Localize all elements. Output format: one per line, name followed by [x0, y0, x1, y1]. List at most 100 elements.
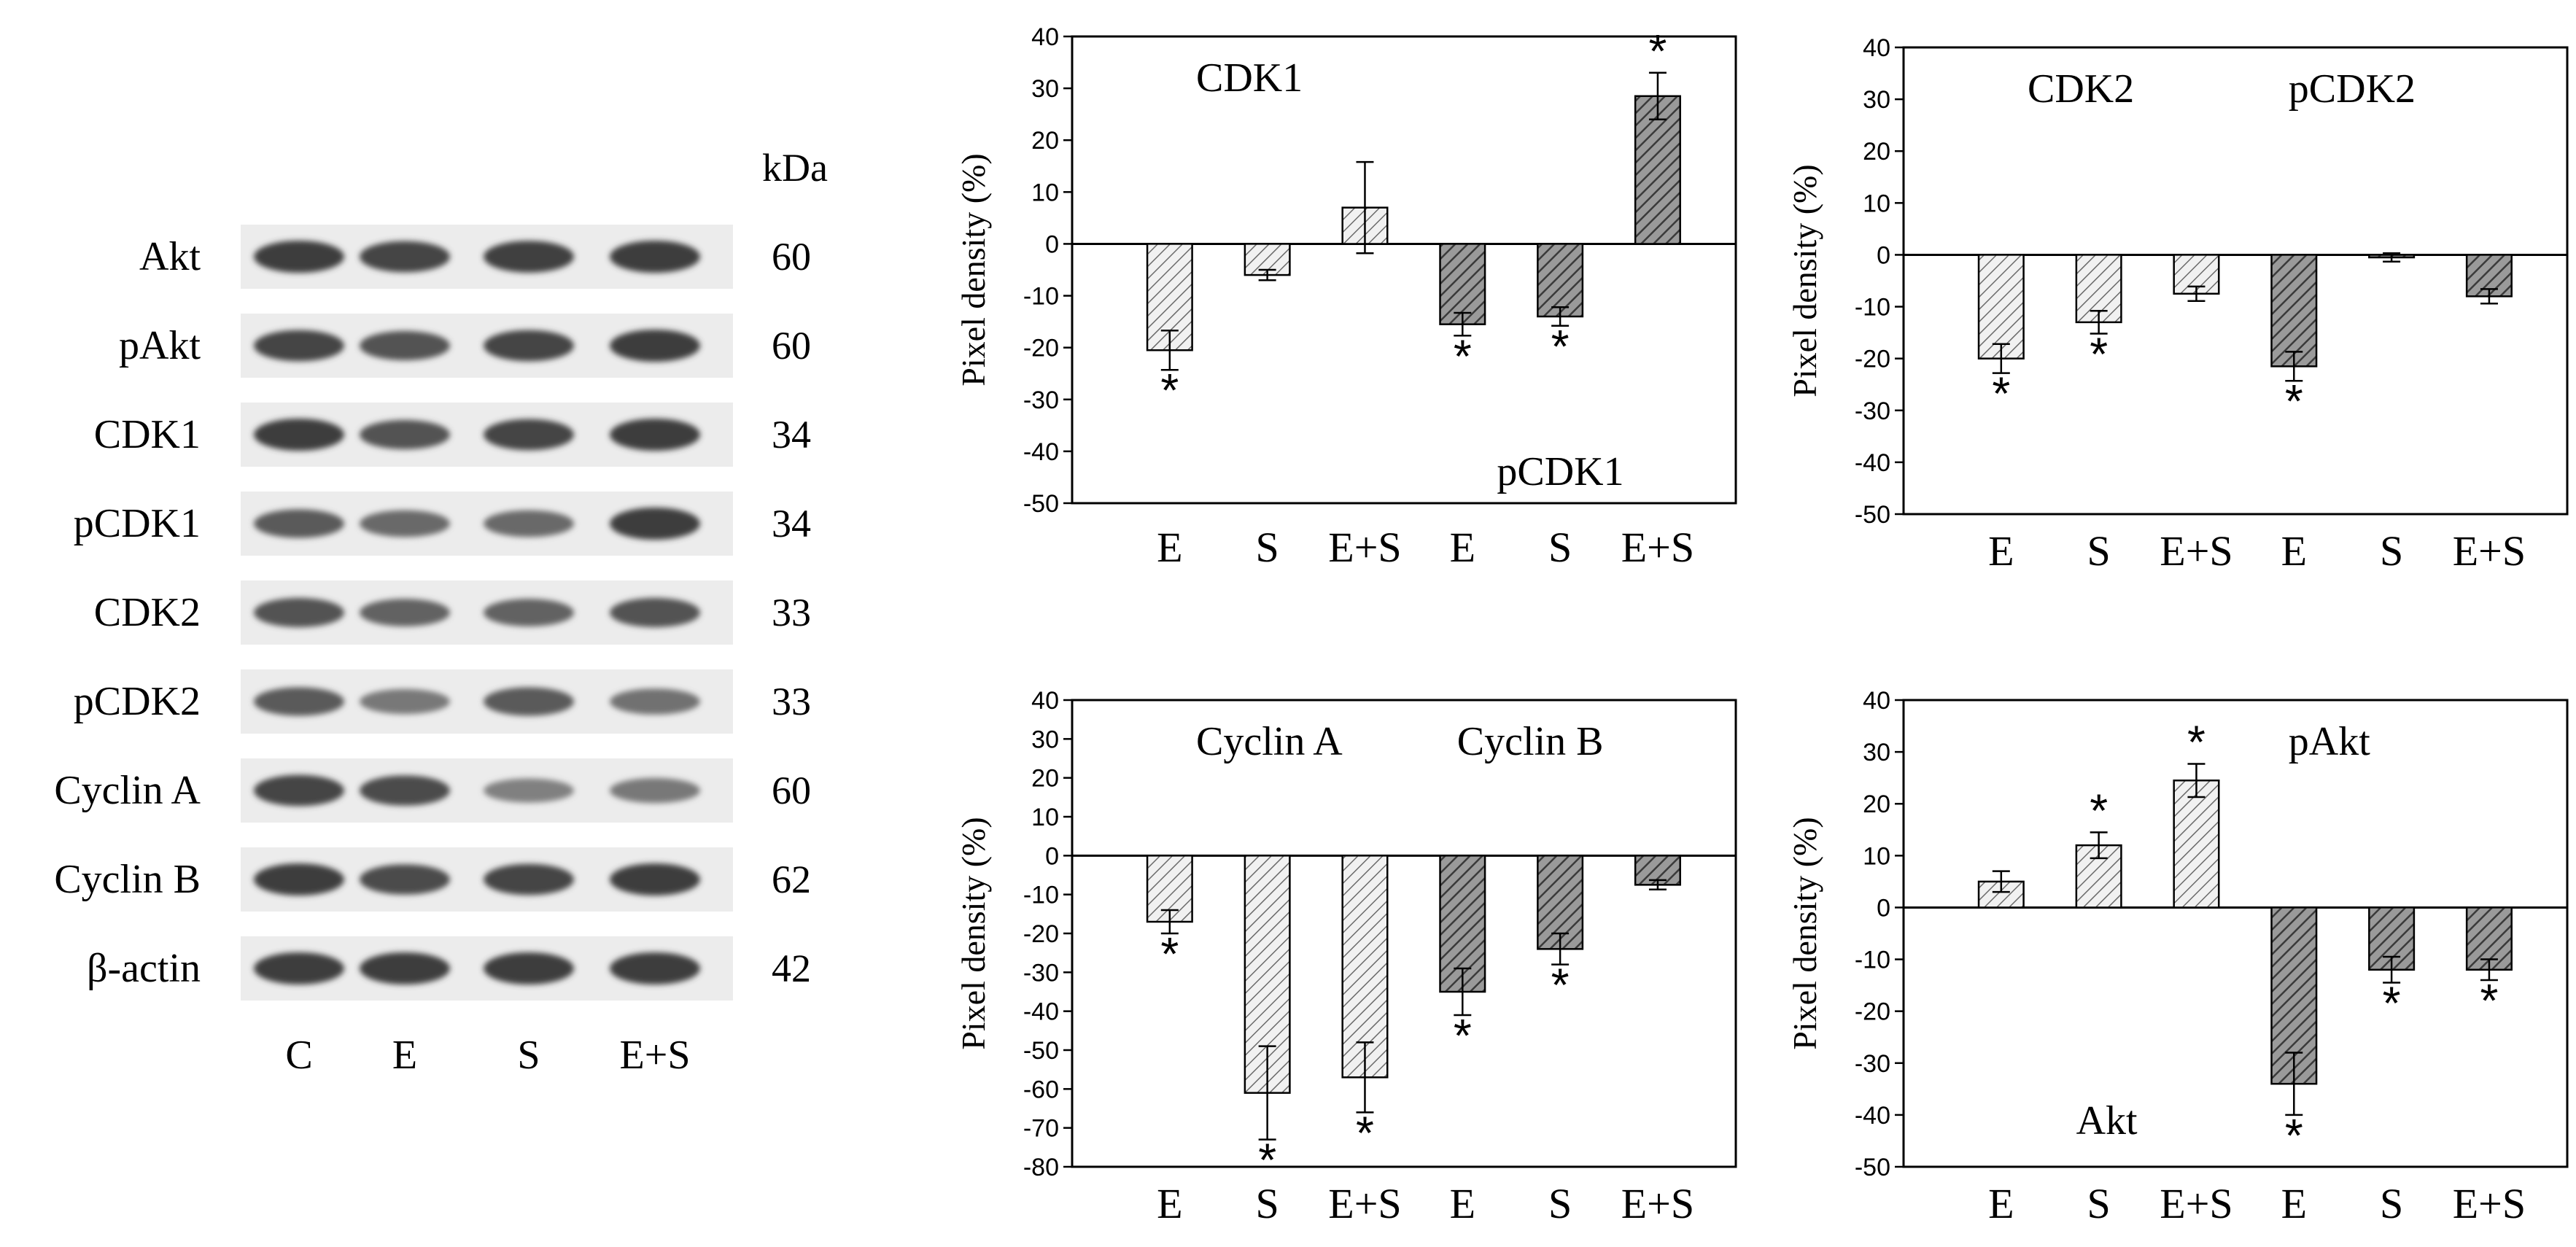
significance-star: *: [2285, 375, 2303, 427]
significance-star: *: [2187, 715, 2205, 768]
blot-band: [254, 687, 344, 716]
y-tick-label: 40: [1031, 687, 1059, 715]
chart-cyclin-a-b: 40 30 20 10 0 -10 -20 -30 -40 -50 -60 -70 -80 Pixel d…: [955, 687, 1737, 1227]
y-axis: 40 30 20 10 0 -10 -20 -30 -40 -50: [1855, 687, 1904, 1181]
y-tick-label: -50: [1855, 1154, 1890, 1181]
category-label: S: [2087, 527, 2111, 575]
blot-band: [484, 778, 574, 803]
blot-band: [484, 510, 574, 537]
protein-label: pCDK2: [74, 679, 201, 724]
chart-cdk2-pcdk2: 40 30 20 10 0 -10 -20 -30 -40 -50 Pixel density (%…: [1786, 34, 2569, 575]
bar-cdk2-e: [1977, 254, 2025, 360]
category-label: E: [1450, 524, 1475, 571]
y-axis-label: Pixel density (%): [1786, 164, 1823, 397]
series-pcdk1: * * *: [1439, 25, 1681, 382]
lane-label: E: [392, 1033, 417, 1078]
y-tick-label: -50: [1023, 1037, 1059, 1065]
annotation-pakt: pAkt: [2289, 719, 2370, 764]
protein-label: Cyclin A: [54, 768, 201, 813]
category-label: S: [2087, 1180, 2111, 1227]
blot-band: [484, 330, 574, 362]
blot-band: [610, 952, 700, 984]
blot-band: [360, 419, 450, 450]
y-tick-label: -20: [1023, 920, 1059, 948]
kda-value: 60: [772, 769, 811, 812]
blot-band: [484, 687, 574, 716]
y-tick-label: -40: [1855, 449, 1890, 477]
plot-frame: [1902, 46, 2569, 516]
kda-header: kDa: [762, 146, 828, 190]
blot-row-cdk1: CDK1 34: [94, 403, 811, 467]
category-label: E+S: [2453, 1180, 2526, 1227]
y-tick-label: 40: [1031, 23, 1059, 51]
bar-pcdk1-s: [1537, 243, 1584, 318]
bar-pcdk2-e: [2270, 254, 2318, 368]
protein-label: β-actin: [87, 946, 201, 991]
y-axis-label: Pixel density (%): [955, 817, 992, 1049]
blot-band: [254, 774, 344, 807]
blot-row-pcdk2: pCDK2 33: [74, 669, 811, 734]
category-label: E+S: [1621, 1180, 1694, 1227]
y-tick-label: -30: [1023, 386, 1059, 414]
blot-band: [610, 688, 700, 715]
blot-band: [254, 330, 344, 362]
y-tick-label: -50: [1023, 490, 1059, 518]
blot-band: [254, 952, 344, 984]
y-tick-label: -70: [1023, 1115, 1059, 1143]
blot-row-pakt: pAkt 60: [119, 314, 811, 378]
y-tick-label: 20: [1863, 138, 1890, 166]
blot-row-actin: β-actin 42: [87, 936, 811, 1001]
category-label: E+S: [2453, 527, 2526, 575]
protein-label: CDK1: [94, 412, 201, 457]
category-label: E: [1988, 1180, 2014, 1227]
significance-star: *: [2285, 1109, 2303, 1162]
kda-value: 62: [772, 858, 811, 901]
significance-star: *: [1356, 1106, 1374, 1159]
chart-akt-pakt: 40 30 20 10 0 -10 -20 -30 -40 -50 Pixel density (%…: [1786, 687, 2569, 1227]
category-label: E+S: [1328, 1180, 1401, 1227]
annotation-akt: Akt: [2076, 1098, 2138, 1143]
blot-band: [360, 599, 450, 626]
significance-star: *: [1992, 368, 2010, 420]
kda-value: 34: [772, 413, 811, 457]
blot-band: [254, 597, 344, 628]
series-pcdk2: *: [2270, 252, 2513, 427]
blot-band: [254, 419, 344, 451]
lane-label: E+S: [620, 1033, 691, 1078]
y-tick-label: 10: [1031, 804, 1059, 831]
category-label: E: [1988, 527, 2014, 575]
significance-star: *: [1454, 330, 1472, 382]
blot-band: [610, 863, 700, 896]
category-label: S: [2380, 527, 2403, 575]
y-tick-label: 0: [1877, 241, 1890, 269]
annotation-cyclin-a: Cyclin A: [1196, 719, 1343, 764]
series-akt: * * *: [2270, 906, 2513, 1162]
lane-label: S: [517, 1033, 540, 1078]
category-label: S: [2380, 1180, 2403, 1227]
kda-value: 33: [772, 591, 811, 634]
significance-star: *: [2090, 328, 2108, 381]
significance-star: *: [2480, 974, 2498, 1027]
category-label: E: [1157, 524, 1182, 571]
bar-pcdk1-e-s: [1634, 95, 1681, 245]
blot-band: [610, 419, 700, 451]
significance-star: *: [2383, 977, 2401, 1030]
blot-band: [484, 863, 574, 896]
blot-band: [610, 508, 700, 540]
y-tick-label: -80: [1023, 1154, 1059, 1181]
plot-frame: [1902, 699, 2569, 1168]
y-axis-label: Pixel density (%): [955, 153, 992, 386]
category-label: E: [2281, 527, 2307, 575]
y-tick-label: -50: [1855, 501, 1890, 529]
blot-band: [360, 330, 450, 361]
kda-value: 34: [772, 502, 811, 545]
category-label: E: [2281, 1180, 2307, 1227]
blot-row-cyclin-a: Cyclin A 60: [54, 758, 811, 823]
y-axis: 40 30 20 10 0 -10 -20 -30 -40 -50 -60 -70 -80: [1023, 687, 1072, 1181]
blot-band: [360, 864, 450, 895]
category-label: S: [1548, 524, 1572, 571]
y-tick-label: 20: [1863, 790, 1890, 818]
category-label: S: [1256, 1180, 1279, 1227]
bar-pakt-e-s: [2173, 779, 2220, 909]
blot-band: [254, 241, 344, 273]
